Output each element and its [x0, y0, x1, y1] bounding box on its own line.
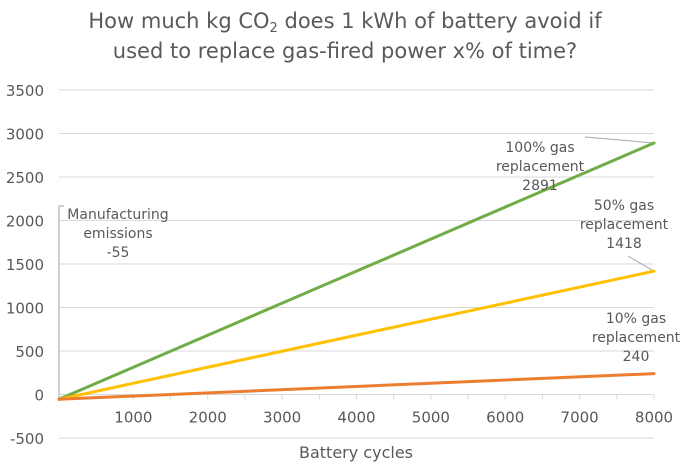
annotation-gas50: 50% gas replacement 1418	[580, 198, 669, 252]
annotation-labels: Manufacturing emissions -55 100% gas replace…	[67, 140, 680, 365]
x-tick-label: 1000	[114, 409, 152, 427]
x-tick-label: 7000	[561, 409, 599, 427]
annotation-line: emissions	[83, 226, 152, 242]
y-axis-tick-labels: -500 0 500 1000 1500 2000 2500 3000 3500	[6, 82, 44, 448]
series-line	[57, 269, 656, 401]
annotation-line: 100% gas	[505, 140, 574, 156]
annotation-line: replacement	[592, 330, 681, 346]
leader-line-gas50	[627, 255, 655, 272]
annotation-line: replacement	[580, 217, 669, 233]
y-tick-label: -500	[10, 430, 44, 448]
x-tick-label: 6000	[486, 409, 524, 427]
chart-title-line-1: How much kg CO2 does 1 kWh of battery av…	[0, 6, 690, 36]
y-tick-label: 2000	[6, 213, 44, 231]
leader-line-manufacturing	[58, 205, 64, 400]
x-tick-label: 8000	[635, 409, 673, 427]
y-tick-label: 2500	[6, 169, 44, 187]
y-tick-label: 0	[34, 387, 44, 405]
series-line	[57, 141, 656, 401]
x-tick-label: 3000	[263, 409, 301, 427]
y-tick-label: 3000	[6, 126, 44, 144]
annotation-line: Manufacturing	[67, 207, 168, 223]
series-lines	[57, 141, 656, 401]
y-tick-label: 1500	[6, 256, 44, 274]
annotation-gas10: 10% gas replacement 240	[592, 311, 681, 365]
annotation-line: -55	[107, 245, 130, 261]
title-prefix: How much kg CO	[88, 9, 270, 33]
y-tick-label: 500	[15, 343, 44, 361]
x-axis-label: Battery cycles	[299, 443, 413, 462]
annotation-line: 10% gas	[606, 311, 666, 327]
series-line	[57, 372, 656, 401]
leader-line-gas100	[584, 136, 655, 144]
annotation-line: 50% gas	[594, 198, 654, 214]
chart-title-line-2: used to replace gas-fired power x% of ti…	[112, 39, 578, 63]
title-subscript: 2	[269, 21, 278, 36]
x-tick-label: 5000	[412, 409, 450, 427]
x-axis-tick-labels: 1000 2000 3000 4000 5000 6000 7000 8000	[114, 409, 673, 427]
chart-title: How much kg CO2 does 1 kWh of battery av…	[0, 6, 690, 66]
annotation-manufacturing: Manufacturing emissions -55	[67, 207, 168, 261]
annotation-line: 1418	[606, 236, 642, 252]
y-tick-label: 3500	[6, 82, 44, 100]
x-tick-label: 2000	[189, 409, 227, 427]
title-suffix: does 1 kWh of battery avoid if	[277, 9, 602, 33]
annotation-line: 240	[623, 349, 650, 365]
annotation-line: replacement	[496, 159, 585, 175]
annotation-leader-lines	[58, 136, 655, 400]
annotation-line: 2891	[522, 178, 558, 194]
annotation-gas100: 100% gas replacement 2891	[496, 140, 585, 194]
x-tick-label: 4000	[337, 409, 375, 427]
y-tick-label: 1000	[6, 300, 44, 318]
gridlines	[59, 89, 654, 439]
